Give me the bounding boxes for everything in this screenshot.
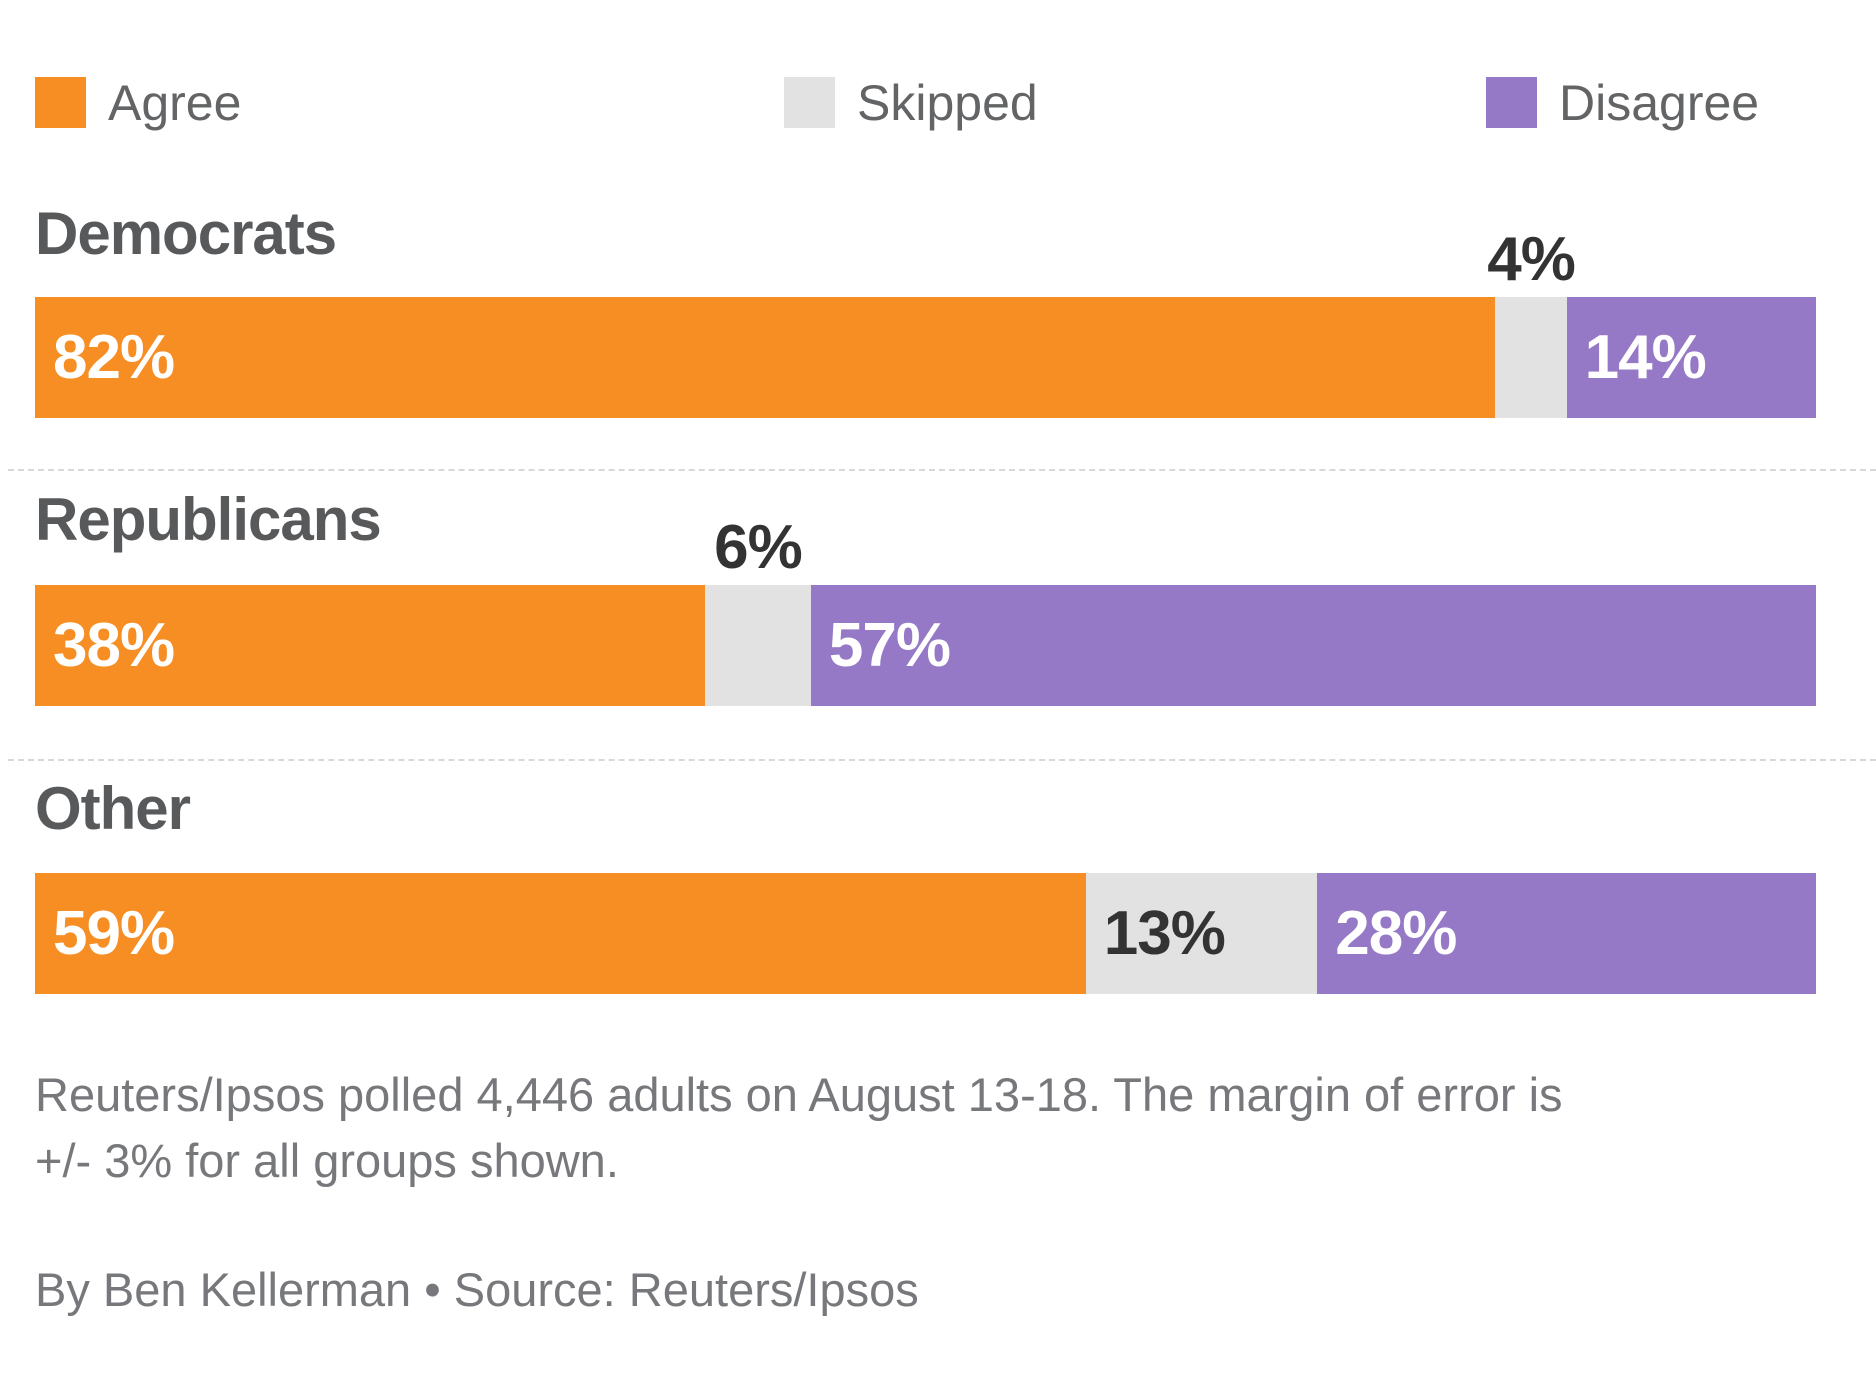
- legend-swatch-disagree-icon: [1486, 77, 1537, 128]
- democrats-disagree-value: 14%: [1584, 322, 1707, 392]
- democrats-agree-value: 82%: [53, 322, 175, 392]
- democrats-skipped-callout: 4%: [1487, 225, 1576, 294]
- republicans-bar: 38% 57%: [35, 585, 1816, 706]
- methodology-note-line: Reuters/Ipsos polled 4,446 adults on Aug…: [35, 1068, 1563, 1121]
- republicans-skipped-callout: 6%: [714, 513, 803, 582]
- legend-item-skipped: Skipped: [784, 75, 1038, 131]
- group-label-republicans: Republicans: [35, 486, 382, 553]
- bar-row-republicans: 6% 38% 57%: [35, 517, 1816, 706]
- democrats-disagree-segment: 14%: [1566, 297, 1816, 418]
- legend: Agree Skipped Disagree: [35, 75, 1816, 131]
- other-disagree-segment: 28%: [1317, 873, 1816, 994]
- group-label-democrats: Democrats: [35, 200, 337, 267]
- democrats-skipped-segment: [1495, 297, 1567, 418]
- republicans-agree-value: 38%: [53, 610, 175, 680]
- democrats-bar: 82% 14%: [35, 297, 1816, 418]
- methodology-note-line: +/- 3% for all groups shown.: [35, 1134, 619, 1187]
- legend-item-disagree: Disagree: [1486, 75, 1759, 131]
- legend-label-disagree: Disagree: [1559, 74, 1760, 131]
- other-skipped-value: 13%: [1103, 898, 1226, 968]
- other-skipped-segment: 13%: [1085, 873, 1318, 994]
- other-agree-value: 59%: [53, 898, 175, 968]
- republicans-disagree-value: 57%: [828, 610, 951, 680]
- section-divider: [8, 759, 1876, 761]
- other-agree-segment: 59%: [35, 873, 1086, 994]
- bar-row-democrats: 4% 82% 14%: [35, 229, 1816, 418]
- democrats-agree-segment: 82%: [35, 297, 1496, 418]
- legend-swatch-agree-icon: [35, 77, 86, 128]
- republicans-disagree-segment: 57%: [810, 585, 1816, 706]
- republicans-agree-segment: 38%: [35, 585, 706, 706]
- other-disagree-value: 28%: [1335, 898, 1457, 968]
- legend-swatch-skipped-icon: [784, 77, 835, 128]
- legend-item-agree: Agree: [35, 75, 241, 131]
- republicans-skipped-segment: [705, 585, 811, 706]
- other-bar: 59% 13% 28%: [35, 873, 1816, 994]
- group-label-other: Other: [35, 775, 191, 842]
- byline: By Ben Kellerman • Source: Reuters/Ipsos: [35, 1263, 919, 1316]
- bar-row-other: 59% 13% 28%: [35, 873, 1816, 994]
- legend-label-skipped: Skipped: [857, 74, 1038, 131]
- section-divider: [8, 469, 1876, 471]
- legend-label-agree: Agree: [108, 74, 242, 131]
- methodology-note: Reuters/Ipsos polled 4,446 adults on Aug…: [35, 1062, 1795, 1194]
